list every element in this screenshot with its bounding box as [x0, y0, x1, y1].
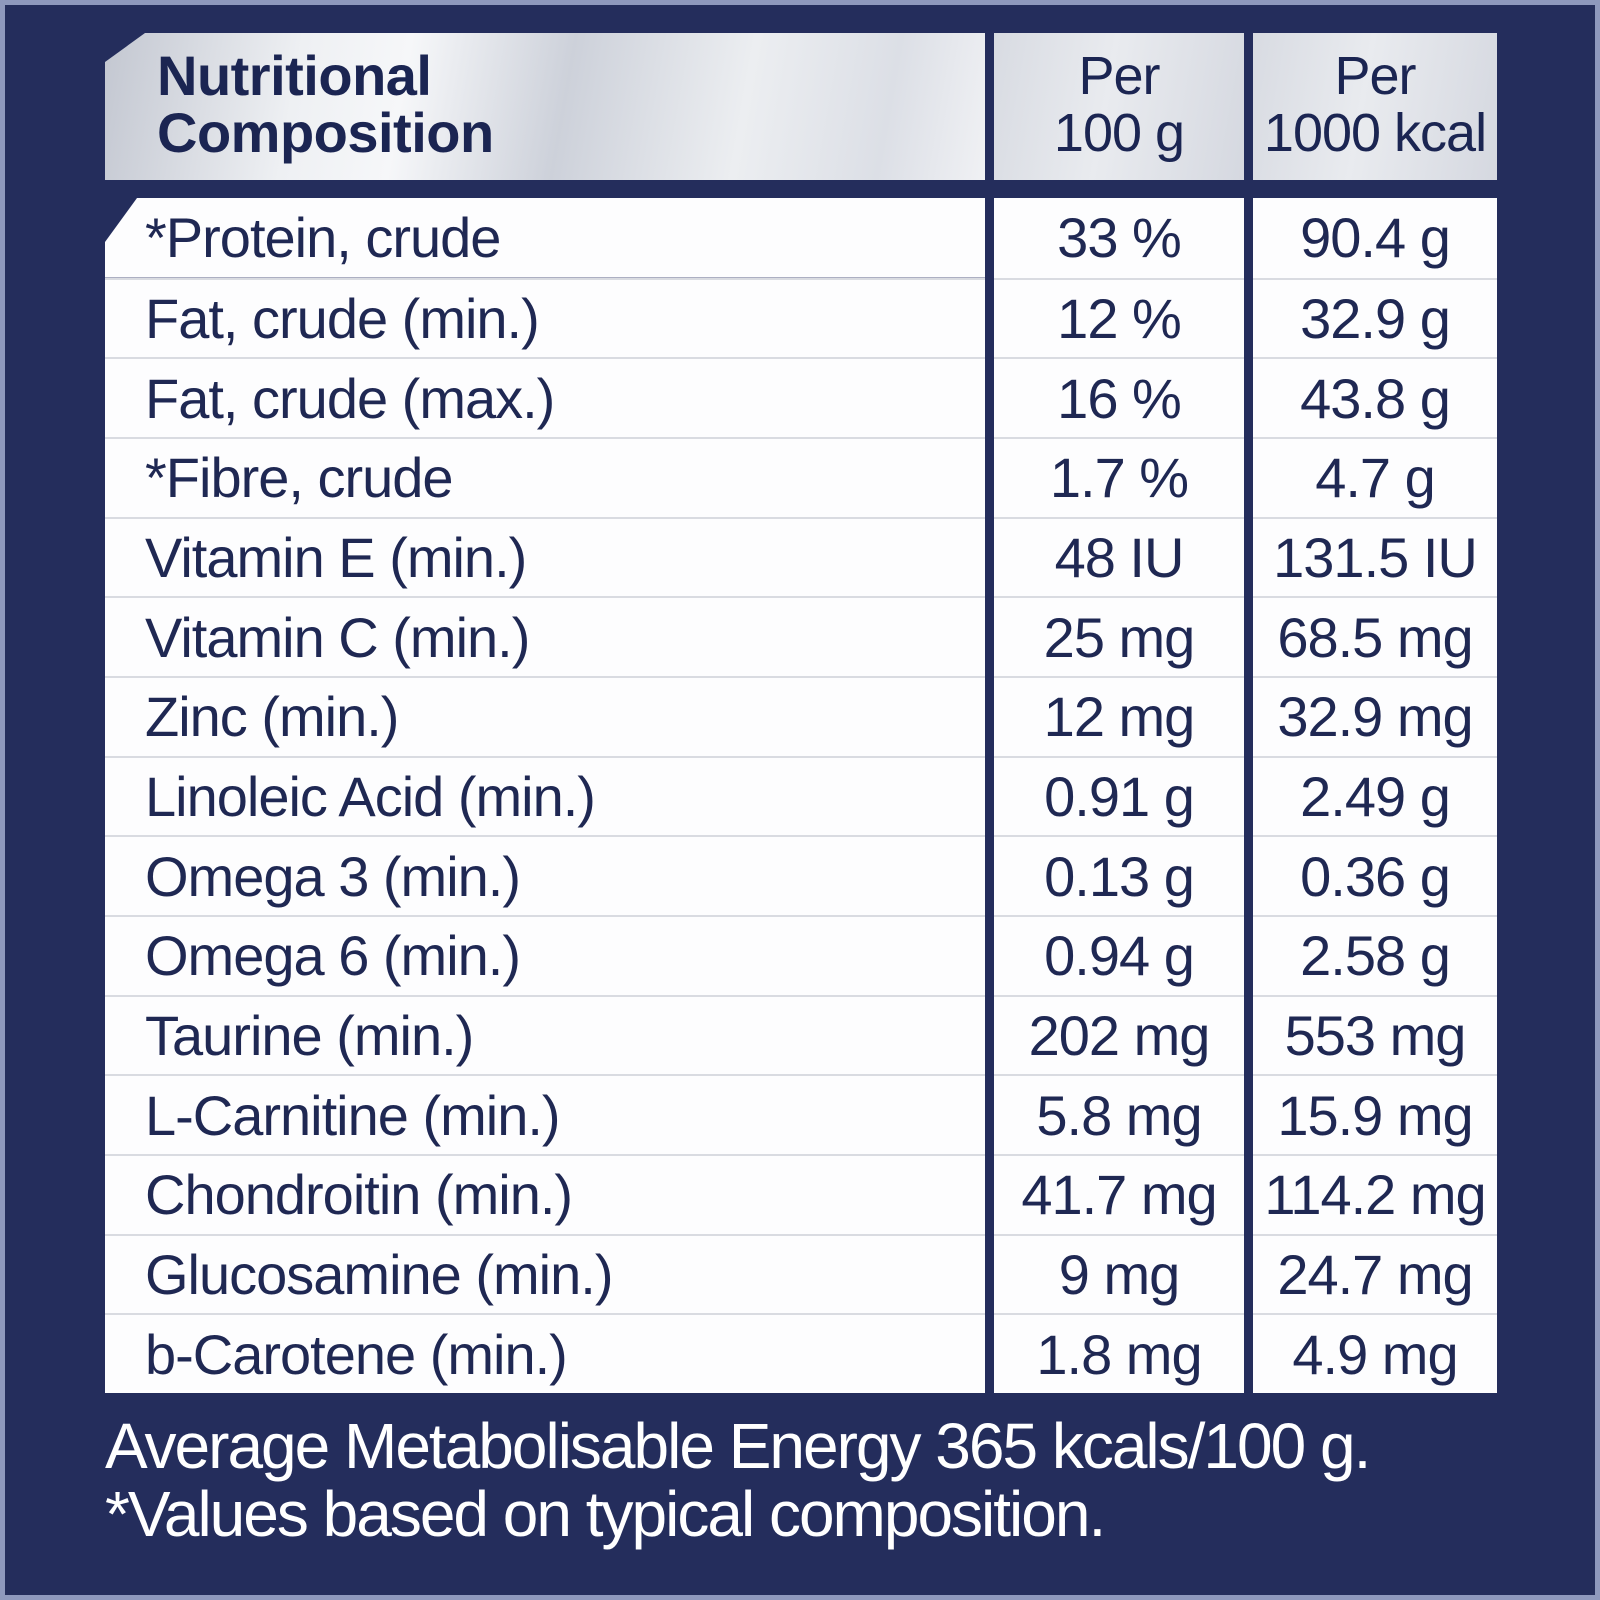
value-per-1000kcal-cell: 4.9 mg	[1253, 1313, 1497, 1393]
header-col-per-1000kcal: Per 1000 kcal	[1253, 33, 1497, 180]
value-per-100g-cell: 12 mg	[994, 675, 1244, 756]
value-per-1000kcal-cell: 43.8 g	[1253, 357, 1497, 437]
nutrient-label-cell: Omega 3 (min.)	[105, 835, 985, 915]
header-title-cell: Nutritional Composition	[105, 33, 985, 180]
nutrient-label-cell: b-Carotene (min.)	[105, 1313, 985, 1393]
value-per-1000kcal-cell: 114.2 mg	[1253, 1153, 1497, 1234]
header-title-line2: Composition	[157, 100, 494, 164]
value-per-100g-cell: 0.13 g	[994, 835, 1244, 915]
value-per-1000kcal-cell: 32.9 mg	[1253, 675, 1497, 756]
value-per-100g-cell: 5.8 mg	[994, 1074, 1244, 1154]
value-per-100g-cell: 1.7 %	[994, 436, 1244, 517]
nutrient-label-cell: Linoleic Acid (min.)	[105, 755, 985, 836]
metabolisable-energy-note: Average Metabolisable Energy 365 kcals/1…	[105, 1410, 1371, 1482]
value-per-1000kcal-cell: 0.36 g	[1253, 835, 1497, 915]
header-title-line1: Nutritional	[157, 43, 432, 107]
footnotes: Average Metabolisable Energy 365 kcals/1…	[105, 1412, 1565, 1548]
per-1000kcal-label-line1: Per	[1334, 45, 1416, 106]
nutrient-label-cell: Taurine (min.)	[105, 994, 985, 1075]
value-per-1000kcal-cell: 15.9 mg	[1253, 1074, 1497, 1154]
nutrient-label-cell: *Fibre, crude	[105, 436, 985, 517]
value-per-100g-cell: 48 IU	[994, 516, 1244, 597]
value-per-1000kcal-cell: 68.5 mg	[1253, 596, 1497, 676]
value-per-1000kcal-cell: 24.7 mg	[1253, 1233, 1497, 1314]
value-per-1000kcal-cell: 4.7 g	[1253, 436, 1497, 517]
value-per-100g-cell: 25 mg	[994, 596, 1244, 676]
value-per-1000kcal-cell: 131.5 IU	[1253, 516, 1497, 597]
value-per-1000kcal-cell: 32.9 g	[1253, 277, 1497, 358]
header-col-per-100g: Per 100 g	[994, 33, 1244, 180]
value-per-1000kcal-cell: 553 mg	[1253, 994, 1497, 1075]
value-per-100g-cell: 33 %	[994, 198, 1244, 278]
value-per-100g-cell: 41.7 mg	[994, 1153, 1244, 1234]
nutrient-label-cell: Chondroitin (min.)	[105, 1153, 985, 1234]
nutrient-label-cell: Omega 6 (min.)	[105, 914, 985, 995]
per-100g-label-line2: 100 g	[1053, 102, 1185, 163]
value-per-100g-cell: 1.8 mg	[994, 1313, 1244, 1393]
nutrient-label-cell: Fat, crude (min.)	[105, 277, 985, 358]
nutrient-label-cell: Glucosamine (min.)	[105, 1233, 985, 1314]
value-per-100g-cell: 16 %	[994, 357, 1244, 437]
value-per-100g-cell: 9 mg	[994, 1233, 1244, 1314]
nutrition-table: *Protein, crude 33 % 90.4 g Fat, crude (min…	[105, 198, 1497, 1393]
nutrient-label-cell: Fat, crude (max.)	[105, 357, 985, 437]
nutrient-label-cell: Vitamin C (min.)	[105, 596, 985, 676]
per-100g-label-line1: Per	[1078, 45, 1160, 106]
nutrient-label-cell: L-Carnitine (min.)	[105, 1074, 985, 1154]
table-header: Nutritional Composition Per 100 g Per 10…	[105, 33, 1497, 180]
value-per-100g-cell: 0.94 g	[994, 914, 1244, 995]
value-per-1000kcal-cell: 2.58 g	[1253, 914, 1497, 995]
typical-composition-note: *Values based on typical composition.	[105, 1478, 1106, 1550]
value-per-1000kcal-cell: 2.49 g	[1253, 755, 1497, 836]
per-1000kcal-label-line2: 1000 kcal	[1263, 102, 1487, 163]
value-per-100g-cell: 12 %	[994, 277, 1244, 358]
value-per-100g-cell: 202 mg	[994, 994, 1244, 1075]
nutrient-label-cell: *Protein, crude	[105, 198, 985, 278]
nutrient-label-cell: Zinc (min.)	[105, 675, 985, 756]
nutrient-label-cell: Vitamin E (min.)	[105, 516, 985, 597]
value-per-1000kcal-cell: 90.4 g	[1253, 198, 1497, 278]
value-per-100g-cell: 0.91 g	[994, 755, 1244, 836]
